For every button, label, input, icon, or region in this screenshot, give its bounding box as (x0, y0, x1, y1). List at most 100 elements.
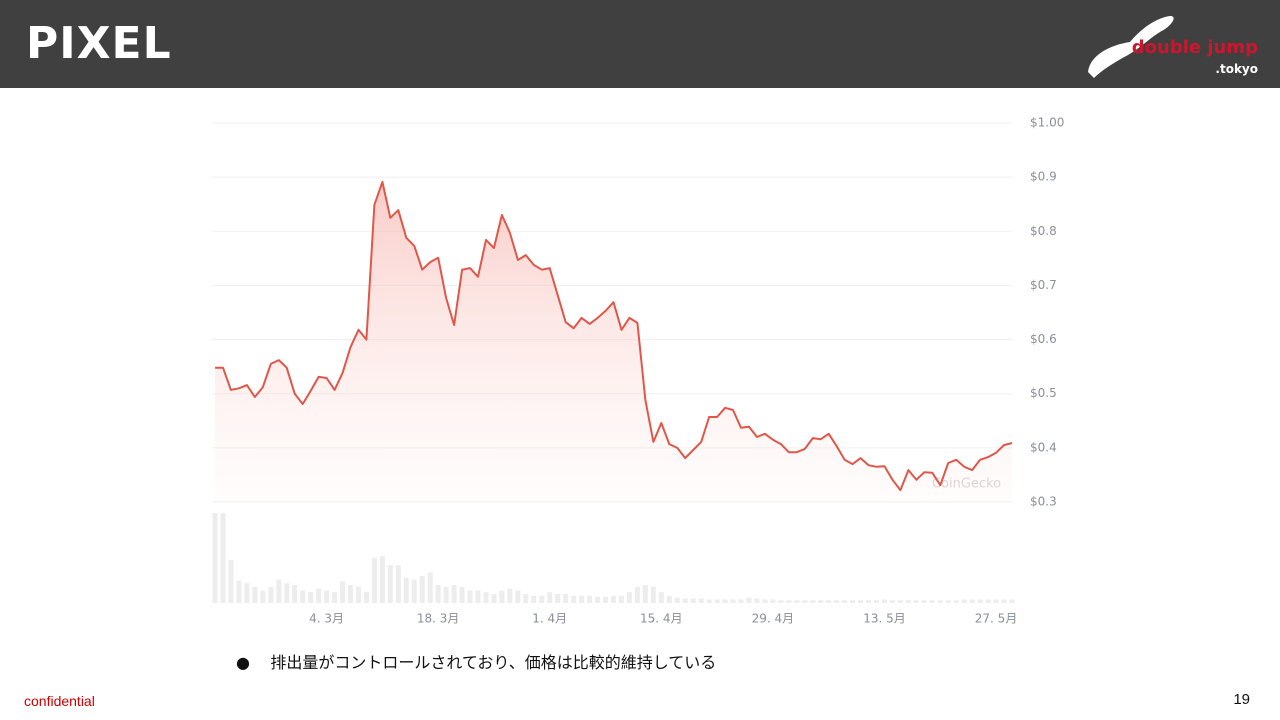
volume-bar (252, 586, 258, 603)
volume-bar (818, 600, 824, 603)
volume-bar (579, 595, 585, 603)
volume-bar (539, 595, 545, 603)
y-tick-label: $0.8 (1030, 224, 1057, 238)
volume-bar (244, 583, 250, 603)
volume-bar (937, 600, 943, 603)
volume-bar (690, 598, 696, 603)
volume-bar (929, 600, 935, 603)
volume-bar (905, 600, 911, 603)
volume-bar (451, 585, 457, 603)
volume-bar (810, 600, 816, 603)
volume-bar (587, 595, 593, 603)
volume-bar (874, 600, 880, 603)
volume-bar (650, 586, 656, 603)
volume-bar (770, 599, 776, 603)
volume-bar (611, 595, 616, 603)
volume-bar (674, 597, 680, 603)
slide-title: PIXEL (26, 18, 172, 69)
volume-bar (260, 590, 266, 603)
volume-bar (228, 559, 234, 603)
x-tick-label: 27. 5月 (975, 612, 1018, 626)
x-tick-label: 15. 4月 (640, 612, 683, 626)
y-tick-label: $0.3 (1030, 495, 1057, 509)
volume-bar (531, 595, 537, 603)
volume-bar (762, 599, 768, 603)
volume-bar (858, 600, 864, 603)
volume-bar (324, 590, 330, 603)
volume-bar (603, 596, 609, 603)
volume-bar (483, 592, 489, 603)
volume-bar (332, 592, 338, 603)
volume-bar (435, 585, 441, 603)
volume-bar (515, 590, 521, 603)
volume-bar (403, 577, 409, 603)
volume-bar (730, 599, 736, 603)
volume-bar (642, 585, 648, 603)
volume-bar (985, 599, 991, 603)
page-number: 19 (1233, 691, 1250, 708)
volume-bar (746, 597, 752, 603)
volume-bar (499, 590, 505, 603)
volume-bar (316, 588, 322, 603)
area (215, 182, 1012, 502)
volume-bar (475, 590, 481, 603)
volume-bar (363, 592, 369, 603)
volume-bar (419, 576, 425, 603)
volume-bar (913, 600, 919, 603)
volume-bar (276, 579, 282, 603)
price-line (215, 181, 1013, 492)
volume-bar (459, 586, 465, 603)
volume-bar (347, 585, 353, 603)
volume-bar (1001, 599, 1007, 603)
volume-bar (626, 592, 632, 603)
volume-bar (714, 599, 720, 603)
volume-bar (834, 600, 840, 603)
volume-bar (371, 558, 377, 603)
y-tick-label: $0.4 (1030, 440, 1057, 454)
volume-bar (698, 598, 704, 603)
volume-bar (1009, 599, 1015, 603)
volume-bar (491, 594, 497, 603)
volume-bar (395, 565, 401, 603)
volume-bar (212, 513, 218, 603)
volume-bar (993, 599, 999, 603)
volume-bar (866, 600, 872, 603)
volume-bar (292, 585, 298, 603)
y-tick-label: $1.00 (1030, 116, 1064, 130)
x-tick-label: 13. 5月 (863, 612, 906, 626)
volume-bar (945, 600, 951, 603)
volume-bar (236, 580, 242, 603)
volume-bar (618, 595, 624, 603)
bullet: ● 排出量がコントロールされており、価格は比較的維持している (236, 653, 717, 672)
volume-bar (850, 600, 856, 603)
volume-bar (284, 583, 290, 603)
volume-bar (571, 595, 577, 603)
x-tick-label: 1. 4月 (532, 612, 567, 626)
volume-bar (595, 596, 601, 603)
volume-bar (300, 590, 306, 603)
x-tick-label: 18. 3月 (417, 612, 460, 626)
volume-bar (220, 513, 226, 603)
volume-bar (427, 572, 433, 603)
volume-bar (355, 586, 361, 603)
y-tick-label: $0.9 (1030, 170, 1057, 184)
volume-bar (523, 594, 529, 603)
volume-bar (842, 600, 848, 603)
header-bar: PIXEL double jump .tokyo (0, 0, 1280, 88)
volume-bar (268, 586, 274, 603)
volume-bar (969, 599, 975, 603)
volume-bar (897, 600, 903, 603)
volume-bar (387, 565, 393, 603)
volume-bar (738, 599, 744, 603)
logo-sub: .tokyo (1215, 62, 1258, 76)
volume-bar (802, 600, 808, 603)
volume-bar (308, 592, 314, 603)
volume-bar (555, 594, 561, 603)
volume-bar (658, 592, 664, 603)
volume-bar (754, 598, 760, 603)
volume-bar (722, 599, 728, 603)
y-tick-label: $0.6 (1030, 332, 1057, 346)
chart: $0.3 $0.4 $0.5 $0.6 $0.7 $0.8 $0.9 $1.00 4. 3月 18… (212, 116, 1064, 626)
volume-bar (507, 588, 513, 603)
